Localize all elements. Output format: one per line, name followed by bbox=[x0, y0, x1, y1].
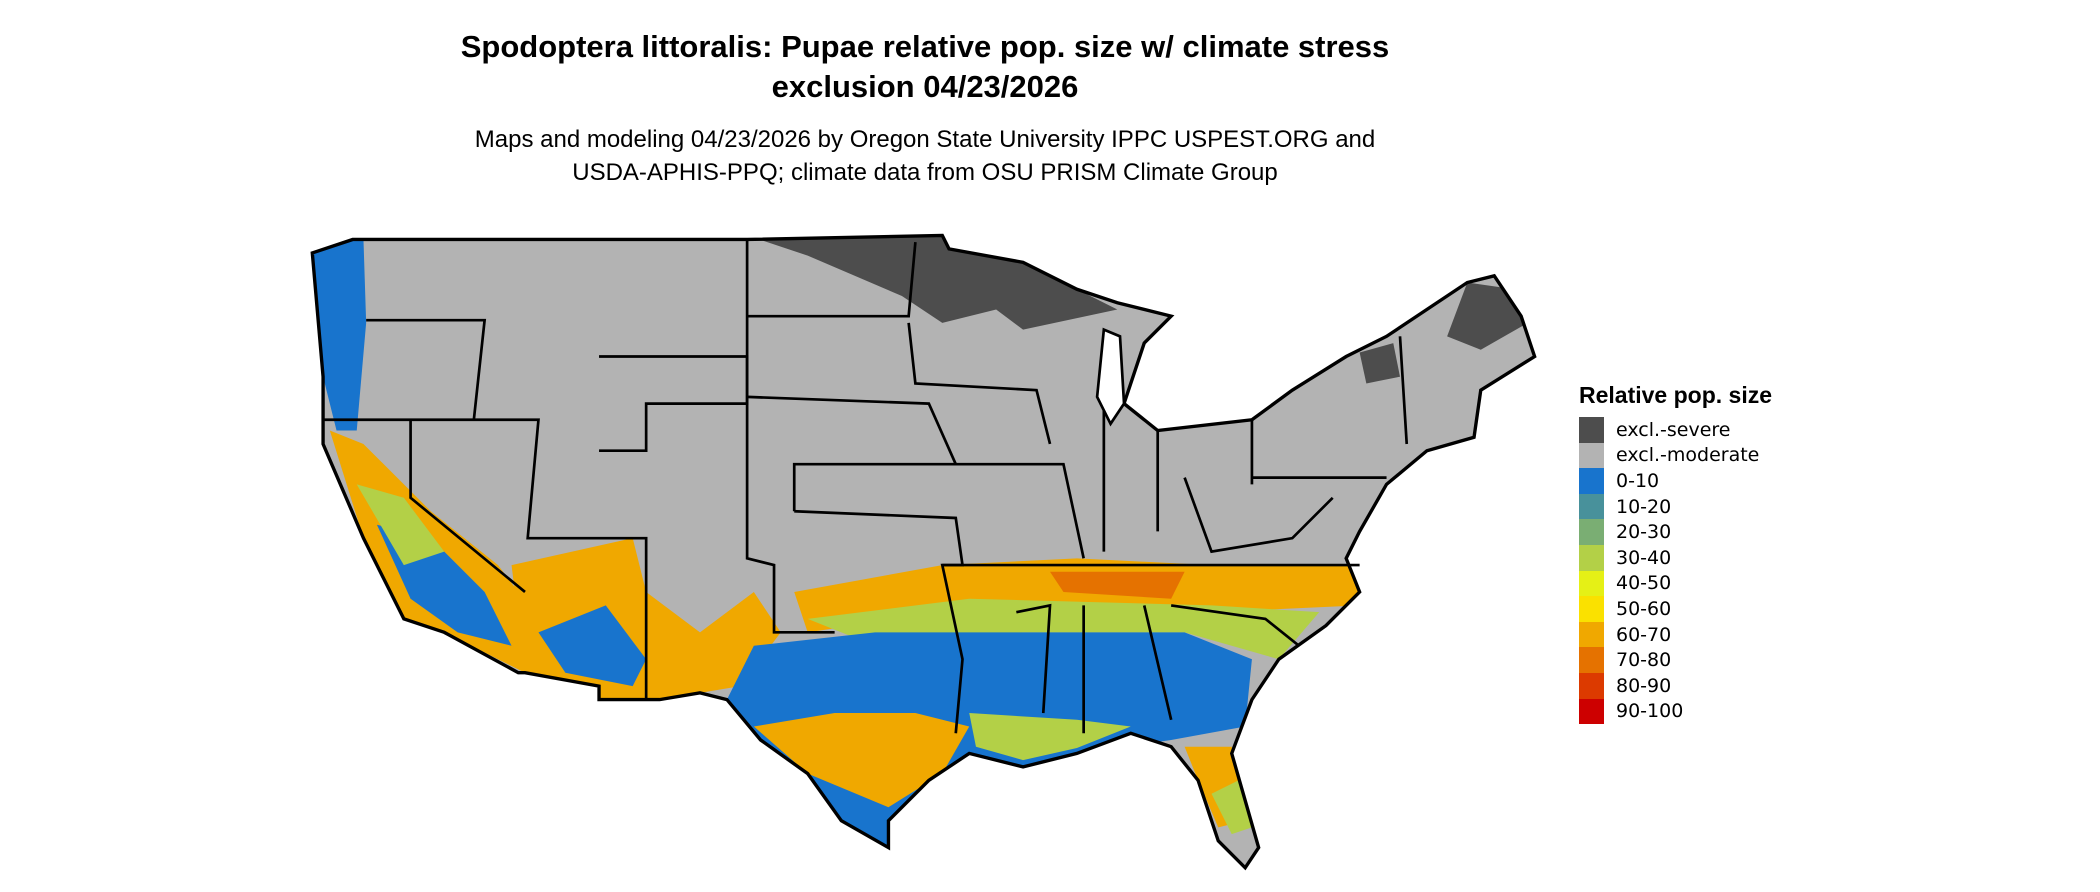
legend-item: excl.-moderate bbox=[1579, 442, 1772, 469]
california-region-green bbox=[356, 484, 445, 566]
legend-label: 60-70 bbox=[1616, 623, 1672, 646]
legend-item: 80-90 bbox=[1579, 672, 1772, 699]
legend-item: 20-30 bbox=[1579, 519, 1772, 545]
excl-severe-region-maine bbox=[1447, 282, 1528, 350]
legend-item: 10-20 bbox=[1579, 493, 1772, 520]
legend-swatch bbox=[1579, 519, 1604, 545]
legend-item: 0-10 bbox=[1579, 468, 1772, 494]
legend-title: Relative pop. size bbox=[1579, 382, 1773, 408]
southwest-region-blue bbox=[538, 605, 647, 687]
legend-item: 50-60 bbox=[1579, 596, 1772, 622]
legend-swatch bbox=[1579, 647, 1604, 673]
legend-item: 70-80 bbox=[1579, 647, 1772, 673]
legend-label: 0-10 bbox=[1616, 469, 1660, 492]
legend-swatch bbox=[1579, 621, 1604, 648]
legend-swatch bbox=[1579, 417, 1604, 443]
legend-label: 40-50 bbox=[1616, 572, 1672, 595]
state-boundaries bbox=[323, 239, 1409, 734]
legend-item: 60-70 bbox=[1579, 621, 1772, 648]
legend-label: 90-100 bbox=[1616, 700, 1684, 723]
legend-item: 40-50 bbox=[1579, 570, 1772, 597]
legend-item: excl.-severe bbox=[1579, 417, 1772, 443]
legend-swatch bbox=[1579, 544, 1604, 571]
legend-label: 20-30 bbox=[1616, 521, 1672, 544]
gulf-coast-orange bbox=[753, 713, 970, 808]
legend-label: 70-80 bbox=[1616, 649, 1672, 672]
subtitle-line1: Maps and modeling 04/23/2026 by Oregon S… bbox=[474, 126, 1376, 153]
legend-label: 10-20 bbox=[1616, 495, 1672, 518]
excl-severe-region-north bbox=[747, 235, 1118, 330]
excl-severe-region-ny bbox=[1359, 343, 1400, 384]
subtitle-line2: USDA-APHIS-PPQ; climate data from OSU PR… bbox=[572, 159, 1278, 186]
legend-swatch bbox=[1579, 570, 1604, 597]
legend-swatch bbox=[1579, 596, 1604, 622]
legend-label: 30-40 bbox=[1616, 546, 1672, 569]
map-title-line2: exclusion 04/23/2026 bbox=[771, 69, 1079, 104]
south-band-orange bbox=[794, 558, 1360, 633]
legend-label: excl.-moderate bbox=[1616, 444, 1760, 467]
legend-item: 90-100 bbox=[1579, 698, 1772, 725]
gulf-coast-green bbox=[969, 713, 1131, 761]
map-title-line1: Spodoptera littoralis: Pupae relative po… bbox=[460, 29, 1390, 64]
legend-swatch bbox=[1579, 672, 1604, 699]
legend-swatch bbox=[1579, 442, 1604, 469]
legend-swatch bbox=[1579, 468, 1604, 494]
legend: Relative pop. size excl.-severe excl.-mod… bbox=[1579, 382, 1773, 725]
legend-label: 50-60 bbox=[1616, 597, 1672, 620]
south-band-red bbox=[1050, 571, 1185, 599]
legend-label: 80-90 bbox=[1616, 674, 1672, 697]
pacific-coast-region bbox=[312, 239, 367, 431]
great-lakes-michigan bbox=[1095, 327, 1126, 427]
legend-label: excl.-severe bbox=[1616, 418, 1731, 441]
legend-swatch bbox=[1579, 698, 1604, 725]
legend-swatch bbox=[1579, 493, 1604, 520]
south-band-green bbox=[807, 598, 1320, 660]
legend-item: 30-40 bbox=[1579, 544, 1772, 571]
